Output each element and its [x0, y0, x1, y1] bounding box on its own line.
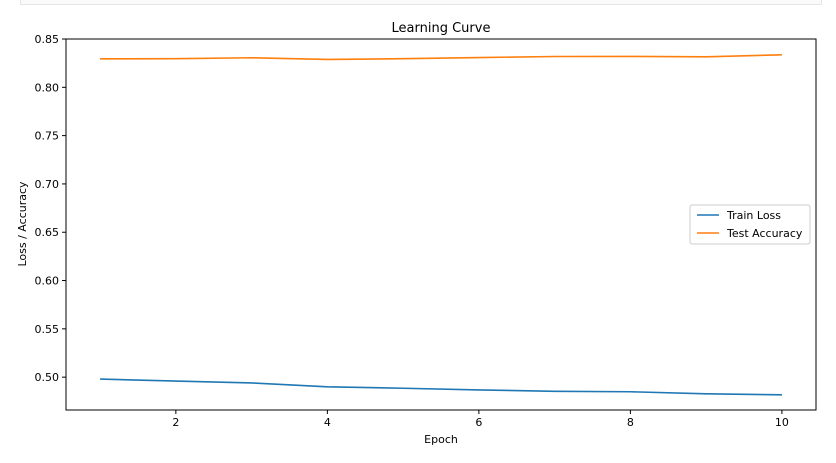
y-tick-label: 0.60 [35, 275, 60, 288]
legend-box [689, 204, 811, 245]
x-axis-label: Epoch [424, 433, 458, 446]
x-tick-label: 8 [627, 416, 634, 429]
y-tick-label: 0.75 [35, 130, 60, 143]
x-tick-label: 6 [475, 416, 482, 429]
y-tick-label: 0.80 [35, 81, 60, 94]
y-tick-label: 0.85 [35, 33, 60, 46]
y-axis-ticks: 0.50 0.55 0.60 0.65 0.70 0.75 0.80 0.85 [35, 33, 66, 384]
series-layer [100, 54, 782, 396]
x-axis-ticks: 2 4 6 8 10 [172, 410, 789, 429]
legend-label: Test Accuracy [726, 227, 803, 240]
test-accuracy-line [100, 54, 782, 61]
y-axis-label: Loss / Accuracy [16, 181, 29, 267]
y-tick-label: 0.65 [35, 226, 60, 239]
x-tick-label: 10 [775, 416, 789, 429]
chart-title: Learning Curve [392, 21, 491, 36]
x-tick-label: 2 [172, 416, 179, 429]
y-tick-label: 0.55 [35, 323, 60, 336]
train-loss-line [100, 378, 782, 396]
top-toolbar-strip [20, 0, 822, 5]
plot-frame [65, 38, 817, 411]
legend-label: Train Loss [726, 209, 781, 222]
y-tick-label: 0.70 [35, 178, 60, 191]
y-tick-label: 0.50 [35, 371, 60, 384]
x-tick-label: 4 [324, 416, 331, 429]
legend: Train Loss Test Accuracy [689, 204, 811, 245]
